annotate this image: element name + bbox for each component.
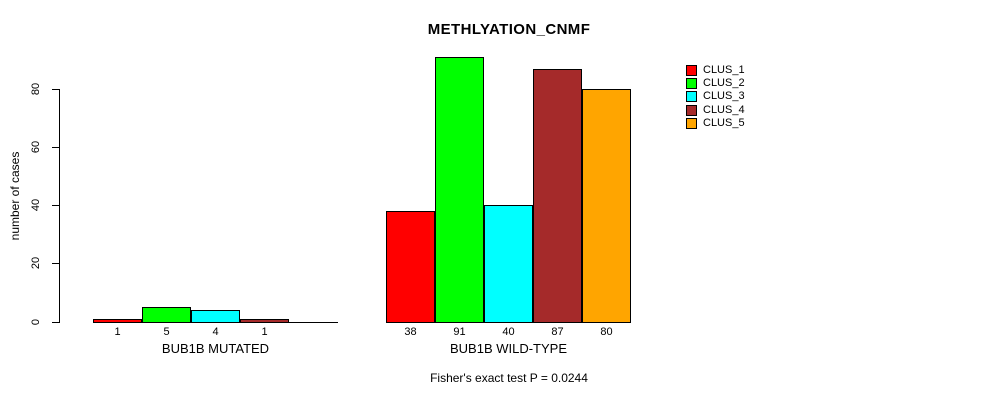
y-axis-tick [52,321,60,323]
chart-title: METHLYATION_CNMF [427,21,591,38]
bar-value-label: 80 [600,326,613,338]
legend-swatch-clus_1 [686,65,697,76]
bar-clus_3 [191,309,240,323]
y-axis-tick [52,89,60,90]
y-axis-tick [52,205,60,207]
legend-label-clus_5: CLUS_5 [703,116,745,129]
bar-clus_1 [386,211,435,323]
bar-value-label: 4 [212,326,219,338]
bar-value-label: 5 [163,326,170,338]
y-axis-label: number of cases [8,151,22,241]
bar-value-label: 87 [551,326,564,338]
y-axis-tick-label: 20 [30,257,42,270]
bar-clus_4 [533,68,582,323]
annotation-fisher-test: Fisher's exact test P = 0.0244 [430,371,588,385]
bar-value-label: 91 [453,326,466,338]
bar-value-label: 38 [404,326,417,338]
legend-label-clus_4: CLUS_4 [703,103,745,116]
y-axis-tick-label: 80 [30,82,42,96]
legend-swatch-clus_2 [686,78,697,90]
bar-clus_3 [484,205,533,323]
y-axis-tick [52,263,60,265]
y-axis-tick [52,147,60,149]
legend-label-clus_2: CLUS_2 [703,77,745,90]
bar-value-label: 40 [502,326,515,338]
y-axis-tick-label: 0 [30,318,42,325]
bar-clus_2 [435,57,484,323]
bar-clus_1 [93,318,142,323]
category-label: BUB1B MUTATED [161,341,270,356]
bar-clus_2 [142,306,191,323]
legend-label-clus_3: CLUS_3 [703,90,745,103]
legend-swatch-clus_4 [686,104,697,116]
legend-swatch-clus_5 [686,117,697,129]
y-axis-tick-label: 60 [30,141,42,154]
legend-label-clus_1: CLUS_1 [703,64,745,76]
bar-value-label: 1 [114,326,121,338]
y-axis-tick-label: 40 [30,199,42,212]
bar-clus_5 [582,89,631,323]
bar-clus_4 [240,318,289,323]
bar-value-label: 1 [261,326,268,338]
category-label: BUB1B WILD-TYPE [449,341,568,356]
legend-swatch-clus_3 [686,91,697,103]
